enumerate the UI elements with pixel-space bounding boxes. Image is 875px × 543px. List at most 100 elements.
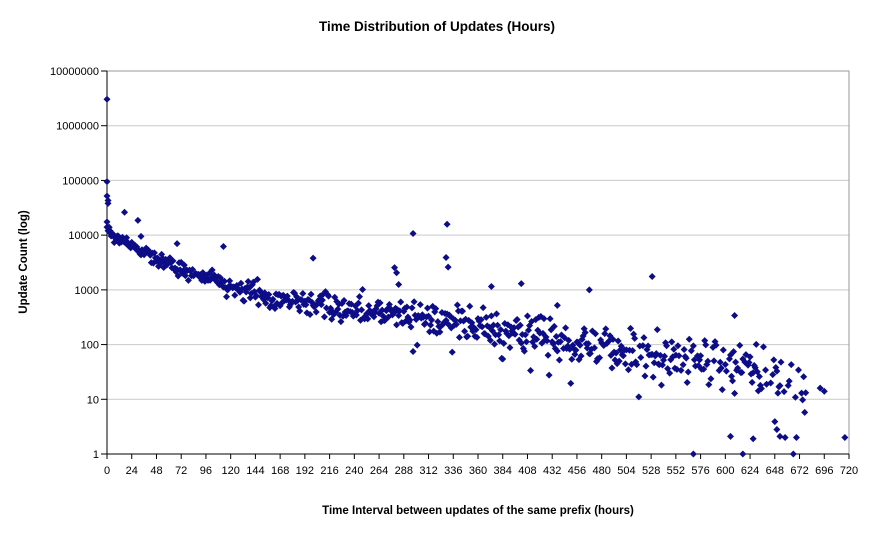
x-tick-label: 216	[320, 465, 338, 477]
data-point	[705, 381, 713, 389]
data-point	[409, 347, 417, 355]
data-point	[231, 291, 239, 299]
data-point	[524, 326, 532, 334]
data-point	[719, 346, 727, 354]
data-point	[464, 332, 472, 340]
data-point	[486, 336, 494, 344]
data-point	[608, 364, 616, 372]
data-point	[644, 342, 652, 350]
data-point	[668, 338, 676, 346]
data-point	[299, 289, 307, 297]
data-point-outlier	[487, 283, 495, 291]
data-point-outlier	[585, 286, 593, 294]
data-point-outlier	[444, 263, 452, 271]
data-point	[223, 293, 231, 301]
data-point	[633, 361, 641, 369]
data-point	[181, 272, 189, 280]
x-tick-label: 0	[104, 465, 110, 477]
data-point-outlier	[731, 311, 739, 319]
data-point	[334, 305, 342, 313]
data-point	[325, 292, 333, 300]
data-point-outlier	[442, 254, 450, 262]
data-point	[540, 315, 548, 323]
data-point	[799, 396, 807, 404]
data-point	[767, 379, 775, 387]
data-point	[731, 389, 739, 397]
data-point	[717, 364, 725, 372]
data-point-outlier	[789, 450, 797, 458]
x-tick-label: 696	[815, 465, 833, 477]
data-point-outlier	[105, 223, 113, 231]
data-point	[581, 329, 589, 337]
data-point	[513, 315, 521, 323]
data-point	[296, 307, 304, 315]
data-point	[499, 355, 507, 363]
data-point	[397, 298, 405, 306]
data-point	[365, 302, 373, 310]
data-point-outlier	[792, 434, 800, 442]
data-point	[649, 373, 657, 381]
data-point	[254, 301, 262, 309]
data-point	[755, 372, 763, 380]
x-tick-label: 384	[494, 465, 512, 477]
data-point	[497, 326, 505, 334]
data-point-outlier	[816, 384, 824, 392]
data-point	[685, 335, 693, 343]
x-tick-label: 120	[221, 465, 239, 477]
data-point	[478, 323, 486, 331]
data-point	[358, 306, 366, 314]
data-point	[721, 361, 729, 369]
data-point-outlier	[391, 264, 399, 272]
data-point	[642, 362, 650, 370]
x-tick-label: 480	[592, 465, 610, 477]
data-point	[777, 358, 785, 366]
data-point	[596, 354, 604, 362]
data-point	[189, 265, 197, 273]
data-point	[680, 345, 688, 353]
data-point	[730, 348, 738, 356]
data-point	[675, 352, 683, 360]
data-point	[572, 346, 580, 354]
data-point	[700, 365, 708, 373]
data-point	[567, 379, 575, 387]
data-point	[577, 352, 585, 360]
y-tick-label: 100000	[62, 175, 99, 187]
data-point	[619, 352, 627, 360]
data-point	[312, 308, 320, 316]
x-tick-label: 600	[716, 465, 734, 477]
data-point	[621, 360, 629, 368]
data-point	[262, 299, 270, 307]
data-point	[523, 312, 531, 320]
data-point	[631, 334, 639, 342]
data-point	[568, 355, 576, 363]
data-point	[773, 367, 781, 375]
data-point	[416, 301, 424, 309]
data-point	[237, 279, 245, 287]
data-point	[602, 325, 610, 333]
x-tick-label: 528	[642, 465, 660, 477]
data-point	[466, 302, 474, 310]
data-point	[609, 335, 617, 343]
data-point	[614, 337, 622, 345]
x-axis-tick-labels: 0 24 48 72 96 120 144 168 192 216 240 264 288 312 336 3…	[104, 465, 858, 477]
data-point	[407, 323, 415, 331]
data-point	[378, 306, 386, 314]
y-tick-label: 100	[81, 340, 99, 352]
data-point	[543, 337, 551, 345]
data-point	[408, 304, 416, 312]
data-point	[490, 340, 498, 348]
data-point	[425, 312, 433, 320]
data-point	[123, 234, 131, 242]
data-point-outlier	[443, 220, 451, 228]
chart-title: Time Distribution of Updates (Hours)	[319, 19, 555, 34]
data-point-outlier	[739, 450, 747, 458]
data-point	[640, 334, 648, 342]
x-tick-label: 168	[271, 465, 289, 477]
data-point	[455, 333, 463, 341]
data-point	[461, 327, 469, 335]
data-point-outlier	[771, 418, 779, 426]
data-point	[666, 369, 674, 377]
x-tick-label: 432	[543, 465, 561, 477]
data-point	[410, 298, 418, 306]
data-point	[269, 295, 277, 303]
